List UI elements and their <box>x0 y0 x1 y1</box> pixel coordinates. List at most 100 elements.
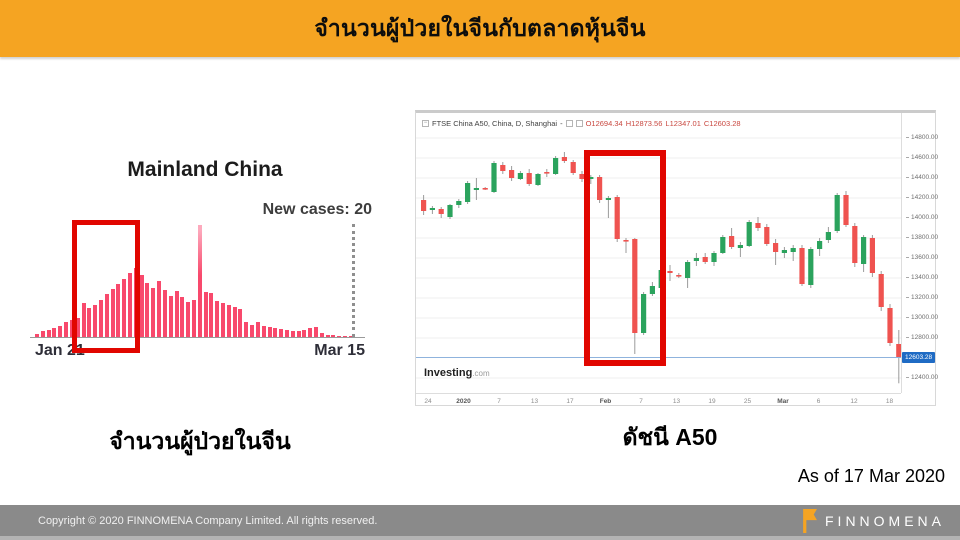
bar-chart-plot <box>35 225 355 337</box>
price-tick-label: 13200.00 <box>906 294 938 301</box>
bar <box>337 335 342 337</box>
bar <box>290 331 295 337</box>
bar <box>35 333 39 337</box>
price-tick-label: 13600.00 <box>906 254 938 261</box>
bar <box>203 292 208 337</box>
right-chart-caption: ดัชนี A50 <box>622 424 718 450</box>
time-tick-label: Mar <box>777 398 789 405</box>
bar <box>331 334 336 337</box>
grid-icon-1 <box>565 120 573 127</box>
time-tick-label: 19 <box>708 398 716 405</box>
bar <box>168 295 173 337</box>
bar <box>296 331 301 337</box>
bar <box>157 281 162 337</box>
current-price-line <box>416 357 901 358</box>
price-axis: 14800.00 14600.00 14400.00 14200.00 14000.00… <box>901 113 938 393</box>
finnomena-logo: FINNOMENA <box>803 508 945 533</box>
bar <box>284 330 289 337</box>
bar <box>261 325 266 337</box>
current-price-label: 12603.28 <box>902 352 936 363</box>
bar <box>209 293 214 337</box>
bar <box>104 294 109 337</box>
copyright-text: Copyright © 2020 FINNOMENA Company Limit… <box>38 514 378 527</box>
bar <box>279 329 284 337</box>
bar <box>145 283 150 337</box>
finnomena-flag-icon <box>803 508 817 533</box>
ohlc-low: L12347.01 <box>665 119 701 128</box>
highlight-box-a50 <box>584 150 666 366</box>
finnomena-logo-text: FINNOMENA <box>825 512 945 529</box>
bar <box>221 303 225 337</box>
time-tick-label: 12 <box>850 398 858 405</box>
collapse-icon: − <box>422 120 429 127</box>
price-tick-label: 13000.00 <box>906 314 938 321</box>
bar <box>250 324 255 337</box>
candlestick-svg <box>416 137 901 384</box>
bar <box>81 303 86 337</box>
bar <box>122 278 127 337</box>
as-of-date: As of 17 Mar 2020 <box>797 466 945 486</box>
bar <box>238 309 243 337</box>
left-chart-caption: จำนวนผู้ป่วยในจีน <box>109 428 291 454</box>
bar <box>40 331 45 337</box>
bar <box>267 326 272 337</box>
legend-symbol: FTSE China A50, China, D, Shanghai <box>432 119 558 128</box>
bar <box>98 300 103 337</box>
bar <box>128 273 132 337</box>
price-tick-label: 12800.00 <box>906 334 938 341</box>
price-tick-label: 14200.00 <box>906 194 938 201</box>
time-tick-label: 13 <box>530 398 539 405</box>
bar <box>180 296 185 337</box>
price-tick-label: 14600.00 <box>906 154 938 161</box>
bar <box>174 291 179 337</box>
ohlc-high: H12873.56 <box>625 119 663 128</box>
bar <box>64 322 69 337</box>
bar-chart-title: Mainland China <box>127 158 283 181</box>
bar <box>110 288 115 337</box>
bar <box>93 304 98 337</box>
time-tick-label: 7 <box>639 398 643 405</box>
bar <box>343 335 348 337</box>
highlight-box-cases <box>72 220 140 353</box>
time-tick-label: 2020 <box>456 398 471 405</box>
bar <box>69 320 74 337</box>
price-tick-label: 13400.00 <box>906 274 938 281</box>
ohlc-open: O12694.34 <box>585 119 623 128</box>
time-tick-label: 17 <box>566 398 574 405</box>
bar <box>116 284 121 337</box>
slide-header: จำนวนผู้ป่วยในจีนกับตลาดหุ้นจีน <box>0 0 960 57</box>
price-tick-label: 12400.00 <box>906 374 938 381</box>
bar <box>139 275 144 337</box>
x-label-end: Mar 15 <box>314 342 365 359</box>
bar <box>232 306 237 337</box>
grid-icon-2 <box>575 120 583 127</box>
bar <box>87 307 92 337</box>
investing-logo: Investing.com <box>424 367 490 379</box>
bar <box>52 328 57 337</box>
bar <box>314 326 318 337</box>
new-cases-dotted-line <box>352 224 355 337</box>
bar <box>302 330 307 337</box>
bar <box>162 290 167 337</box>
price-tick-label: 14000.00 <box>906 214 938 221</box>
time-tick-label: 13 <box>672 398 681 405</box>
bar <box>348 335 353 337</box>
time-tick-label: 7 <box>497 398 501 405</box>
bar <box>215 301 220 337</box>
china-cases-bar-chart: Mainland China New cases: 20 Jan 21 Mar … <box>30 150 380 370</box>
bar <box>75 318 80 337</box>
time-tick-label: 18 <box>885 398 894 405</box>
slide-title: จำนวนผู้ป่วยในจีนกับตลาดหุ้นจีน <box>314 14 646 41</box>
ohlc-close: C12603.28 <box>703 119 741 128</box>
chart-legend: − FTSE China A50, China, D, Shanghai - O… <box>422 119 741 128</box>
legend-dash: - <box>560 119 563 128</box>
bar <box>191 300 196 337</box>
bar-chart-baseline <box>30 337 365 338</box>
price-tick-label: 14800.00 <box>906 134 938 141</box>
time-tick-label: Feb <box>599 398 612 405</box>
bar <box>58 325 63 337</box>
time-tick-label: 6 <box>816 398 821 405</box>
bar <box>325 334 330 337</box>
time-tick-label: 25 <box>743 398 752 405</box>
bar <box>197 225 202 337</box>
